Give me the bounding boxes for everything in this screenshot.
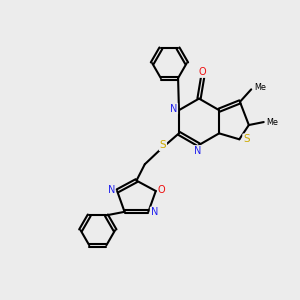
- Text: N: N: [194, 146, 201, 156]
- Text: Me: Me: [254, 83, 266, 92]
- Text: N: N: [107, 185, 115, 195]
- Text: N: N: [151, 207, 158, 218]
- Text: O: O: [199, 67, 206, 77]
- Text: Me: Me: [267, 118, 279, 127]
- Text: N: N: [170, 104, 177, 114]
- Text: S: S: [243, 134, 250, 144]
- Text: S: S: [160, 140, 166, 150]
- Text: O: O: [158, 185, 166, 195]
